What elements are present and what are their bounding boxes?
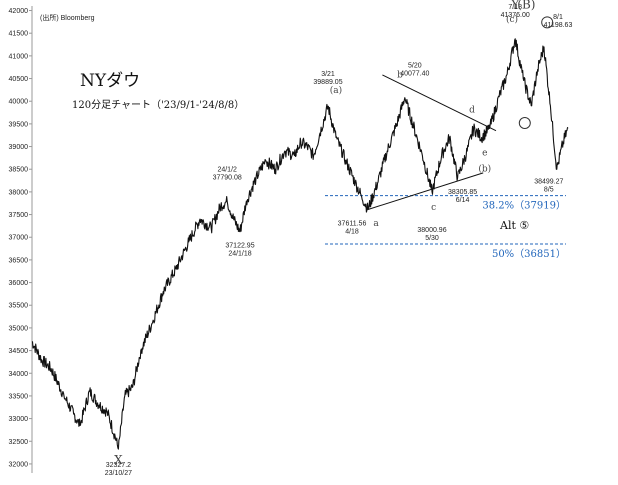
price-label: 39889.05 [313, 79, 342, 86]
source-label: (出所) Bloomberg [40, 13, 95, 22]
fib-level-label: 38.2%（37919） [482, 200, 566, 212]
y-tick-label: 33500 [9, 393, 29, 400]
y-tick-label: 36000 [9, 280, 29, 287]
price-line [31, 38, 569, 450]
price-label: 23/10/27 [105, 470, 132, 477]
y-tick-label: 34000 [9, 371, 29, 378]
price-label: 38499.27 [534, 178, 563, 185]
fibonacci-levels: 38.2%（37919） 50%（36851） [325, 195, 566, 260]
wave-label: d [469, 106, 475, 116]
price-label: 40077.40 [400, 71, 429, 78]
wave-circle-mark [518, 116, 531, 129]
y-tick-label: 32500 [9, 439, 29, 446]
y-tick-label: 40500 [9, 76, 29, 83]
price-label: 37122.95 [225, 243, 254, 250]
y-tick-label: 37500 [9, 212, 29, 219]
alt-label: Alt ⑤ [499, 219, 529, 232]
y-tick-label: 38000 [9, 189, 29, 196]
price-label: 37790.08 [213, 174, 242, 181]
price-label: 41376.00 [501, 12, 530, 19]
y-tick-label: 42000 [9, 8, 29, 15]
wave-label: b [397, 71, 403, 81]
wave-labels: X (a) a b c d e (b) (c) Y(B) [114, 0, 554, 467]
y-tick-label: 35000 [9, 325, 29, 332]
price-series [31, 38, 569, 450]
y-tick-label: 32000 [9, 461, 29, 468]
trendline [367, 172, 484, 210]
wave-label: X [114, 453, 123, 467]
y-tick-label: 37000 [9, 235, 29, 242]
price-label: 6/14 [456, 197, 470, 204]
trendline [382, 74, 497, 132]
price-label: 5/30 [425, 235, 439, 242]
wave-label: c [431, 203, 436, 213]
y-tick-label: 35500 [9, 303, 29, 310]
y-tick-label: 38500 [9, 167, 29, 174]
price-label: 37611.56 [338, 220, 367, 227]
price-label: 5/20 [408, 63, 422, 70]
wave-label: Y [510, 0, 520, 11]
y-tick-label: 39000 [9, 144, 29, 151]
wave-label: e [482, 149, 487, 159]
y-tick-label: 34500 [9, 348, 29, 355]
y-tick-label: 36500 [9, 257, 29, 264]
price-label: 32327.2 [106, 462, 131, 469]
wave-label: a [373, 219, 379, 229]
price-label: 38000.96 [417, 227, 446, 234]
fib-level-label: 50%（36851） [492, 248, 566, 260]
price-label: 38305.85 [448, 189, 477, 196]
wave-label: (B) [517, 0, 535, 11]
price-label: 4/18 [345, 228, 359, 235]
price-label: 8/5 [544, 186, 554, 193]
y-tick-label: 41500 [9, 31, 29, 38]
wave-circle-mark [541, 16, 554, 29]
y-axis: 32000 32500 33000 33500 34000 34500 35000 35500… [9, 6, 33, 473]
price-label: 8/1 [553, 14, 563, 21]
y-tick-label: 40000 [9, 99, 29, 106]
y-tick-label: 39500 [9, 121, 29, 128]
price-label: 7/18 [508, 4, 522, 11]
price-label: 24/1/2 [217, 166, 237, 173]
y-tick-label: 33000 [9, 416, 29, 423]
wave-label: (a) [330, 85, 342, 96]
chart-subtitle: 120分足チャート（'23/9/1-'24/8/8） [72, 99, 244, 111]
trendlines [367, 74, 497, 210]
chart-title: NYダウ [80, 71, 140, 91]
price-label: 41198.63 [544, 22, 573, 29]
wave-label: (b) [478, 163, 491, 174]
y-tick-label: 41000 [9, 53, 29, 60]
price-label: 24/1/18 [228, 251, 251, 258]
price-label: 3/21 [321, 71, 335, 78]
wave-label: (c) [506, 14, 518, 25]
